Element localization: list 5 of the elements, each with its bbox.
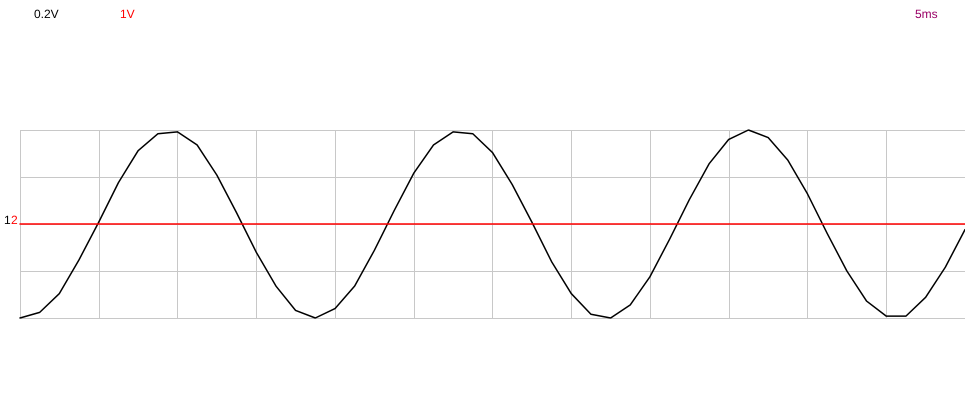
text: 5ms (915, 7, 938, 21)
text: 1V (120, 7, 135, 21)
text: 2 (11, 213, 18, 227)
text: 0.2V (34, 7, 59, 21)
text: 1 (4, 213, 11, 227)
